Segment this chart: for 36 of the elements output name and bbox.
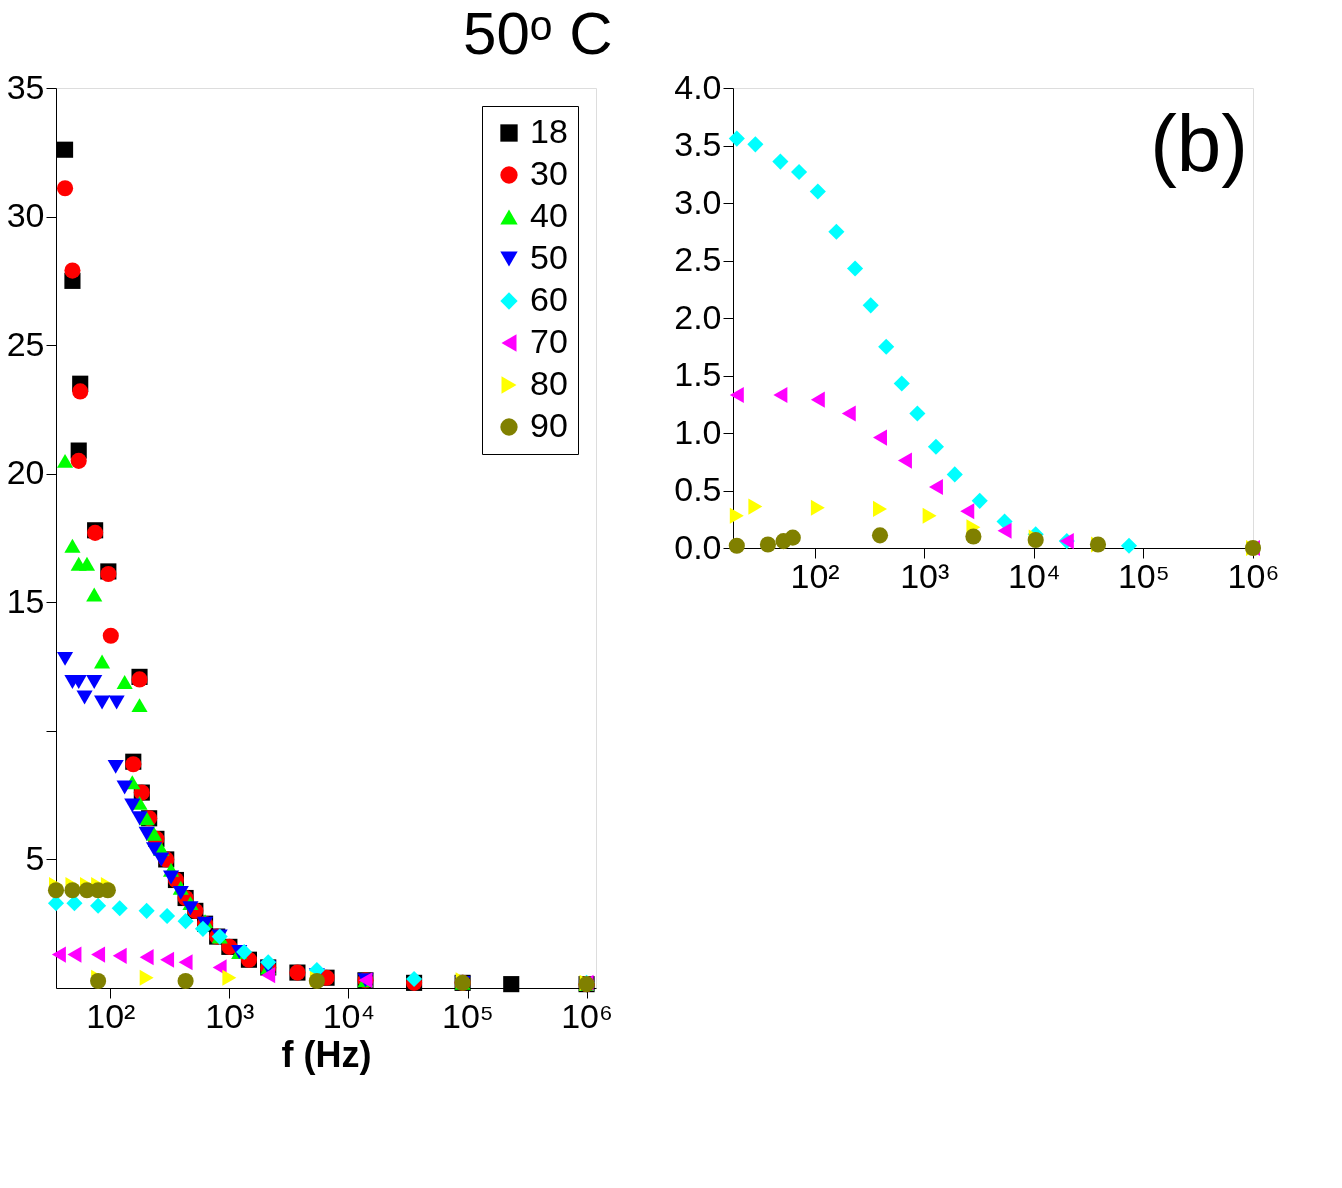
legend-label: 18 (530, 112, 568, 150)
x-tick-label: 10² (790, 556, 840, 595)
x-tick-label: 10⁴ (1008, 556, 1061, 595)
y-tick-label: 15 (6, 581, 45, 620)
y-tick-label: 3.0 (674, 182, 722, 221)
y-tick-label: 20 (6, 453, 45, 492)
legend-label: 80 (530, 364, 568, 402)
annotation: (b) (1150, 99, 1248, 188)
chart-title: 50ᵒ C (463, 0, 613, 67)
y-tick-label: 1.0 (674, 412, 722, 451)
x-tick-label: 10² (86, 996, 136, 1035)
y-tick-label: 30 (6, 196, 45, 235)
y-tick-label: 2.5 (674, 240, 722, 278)
legend-label: 40 (530, 196, 568, 234)
legend-label: 70 (530, 322, 568, 360)
legend-label: 90 (530, 406, 568, 444)
x-tick-label: 10⁶ (1227, 556, 1280, 595)
y-tick-label: 5 (25, 838, 45, 877)
x-tick-label: 10⁶ (561, 996, 613, 1035)
y-tick-label: 35 (6, 67, 45, 106)
x-tick-label: 10⁴ (322, 996, 376, 1035)
y-tick-label: 0.5 (674, 470, 722, 508)
x-tick-label: 10³ (205, 996, 255, 1035)
x-tick-label: 10⁵ (442, 996, 494, 1035)
y-tick-label: 4.0 (674, 67, 722, 106)
x-tick-label: 10⁵ (1117, 556, 1170, 595)
legend-label: 60 (530, 280, 568, 318)
y-tick-label: 25 (6, 324, 45, 363)
x-axis-title: f (Hz) (281, 1033, 372, 1075)
legend-label: 50 (530, 238, 568, 276)
y-tick-label: 1.5 (674, 355, 722, 393)
y-tick-label: 2.0 (674, 297, 722, 336)
x-tick-label: 10³ (900, 556, 950, 595)
y-tick-label: 0.0 (674, 527, 722, 566)
y-tick-label: 3.5 (674, 125, 722, 163)
legend-label: 30 (530, 154, 568, 192)
